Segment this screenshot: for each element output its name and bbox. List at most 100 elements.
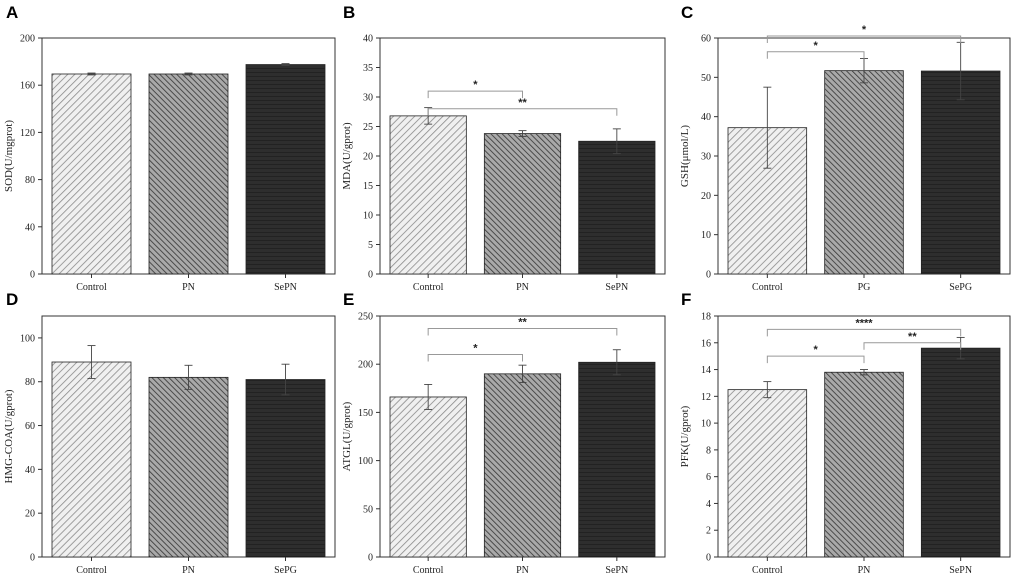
category-label: Control <box>752 282 783 293</box>
y-tick-label: 80 <box>25 175 35 186</box>
y-tick-label: 0 <box>368 270 373 281</box>
y-tick-label: 30 <box>701 152 711 163</box>
category-label: SePG <box>949 282 972 293</box>
panel-letter: E <box>343 290 354 309</box>
y-axis-label: ATGL(U/gprot) <box>341 401 353 471</box>
y-tick-label: 10 <box>701 230 711 241</box>
bar-sepn <box>578 140 656 275</box>
panel-d: D 0 20 40 60 80 100 HMG-COA(U/gprot) Control PN Se… <box>3 290 336 576</box>
y-tick-label: 120 <box>20 128 35 139</box>
panel-letter: F <box>681 290 691 309</box>
y-axis-label: HMG-COA(U/gprot) <box>3 389 15 483</box>
panel-c: C 0 10 20 30 40 50 60 GSH(μmol/L) Control PG SePG * * <box>679 3 1011 293</box>
significance-bracket <box>863 342 962 350</box>
y-axis-label: SOD(U/mgprot) <box>3 120 15 192</box>
category-label: SePG <box>274 565 297 576</box>
category-label: PN <box>858 565 871 576</box>
bar-control <box>727 389 808 558</box>
significance-bracket <box>766 35 962 44</box>
significance-label: ** <box>518 317 527 329</box>
y-axis-label: PFK(U/gprot) <box>679 405 691 467</box>
y-tick-label: 40 <box>25 222 35 233</box>
y-axis-label: GSH(μmol/L) <box>679 125 691 187</box>
category-label: PN <box>182 282 195 293</box>
y-tick-label: 0 <box>706 553 711 564</box>
y-tick-label: 20 <box>363 152 373 163</box>
y-tick-label: 0 <box>368 553 373 564</box>
panel-f: F 0 2 4 6 8 10 12 14 16 18 PFK(U/gprot) Control PN SeP… <box>679 290 1011 576</box>
bar-pn <box>824 371 904 558</box>
significance-bracket <box>427 354 523 362</box>
y-tick-label: 150 <box>358 408 373 419</box>
significance-label: ** <box>518 97 527 109</box>
significance-label: * <box>862 24 867 36</box>
bar-sepn <box>920 347 1001 558</box>
bar-control <box>389 396 467 558</box>
panel-b: B 0 5 10 15 20 25 30 35 40 MDA(U/gprot) Control PN Se… <box>341 3 666 293</box>
panel-letter: C <box>681 3 693 22</box>
y-tick-label: 40 <box>363 34 373 45</box>
y-tick-label: 18 <box>701 312 711 323</box>
category-label: SePN <box>605 565 628 576</box>
y-tick-label: 10 <box>363 211 373 222</box>
bar-control <box>389 115 467 275</box>
y-tick-label: 6 <box>706 472 711 483</box>
category-label: PN <box>516 282 529 293</box>
y-tick-label: 20 <box>25 509 35 520</box>
significance-bracket <box>766 355 865 364</box>
y-tick-label: 160 <box>20 81 35 92</box>
y-axis-label: MDA(U/gprot) <box>341 122 353 190</box>
bar-pn <box>483 373 562 558</box>
bar-control <box>51 73 132 275</box>
significance-label: * <box>814 344 819 356</box>
y-tick-label: 0 <box>30 270 35 281</box>
bar-sepg <box>245 379 326 558</box>
y-tick-label: 0 <box>706 270 711 281</box>
y-tick-label: 40 <box>25 465 35 476</box>
y-tick-label: 60 <box>701 34 711 45</box>
y-tick-label: 16 <box>701 338 711 349</box>
y-tick-label: 5 <box>368 240 373 251</box>
y-tick-label: 4 <box>706 499 711 510</box>
category-label: PN <box>516 565 529 576</box>
y-tick-label: 100 <box>358 456 373 467</box>
significance-bracket <box>766 51 865 59</box>
panel-letter: B <box>343 3 355 22</box>
significance-bracket <box>427 108 618 116</box>
category-label: SePN <box>274 282 297 293</box>
panel-letter: D <box>6 290 18 309</box>
category-label: Control <box>76 565 107 576</box>
y-tick-label: 0 <box>30 553 35 564</box>
y-tick-label: 14 <box>701 365 711 376</box>
category-label: Control <box>413 282 444 293</box>
significance-label: * <box>814 40 819 52</box>
bar-control <box>51 361 132 558</box>
panel-e: E 0 50 100 150 200 250 ATGL(U/gprot) Control PN Se… <box>341 290 666 576</box>
y-tick-label: 50 <box>363 504 373 515</box>
category-label: PG <box>858 282 871 293</box>
y-tick-label: 15 <box>363 181 373 192</box>
category-label: Control <box>413 565 444 576</box>
significance-label: * <box>473 79 478 91</box>
y-tick-label: 60 <box>25 421 35 432</box>
y-tick-label: 80 <box>25 377 35 388</box>
significance-bracket <box>427 90 523 99</box>
y-tick-label: 35 <box>363 63 373 74</box>
bar-pg <box>824 70 904 275</box>
significance-bracket <box>766 328 962 337</box>
y-tick-label: 12 <box>701 392 711 403</box>
y-tick-label: 2 <box>706 526 711 537</box>
y-tick-label: 25 <box>363 122 373 133</box>
significance-label: * <box>473 343 478 355</box>
category-label: PN <box>182 565 195 576</box>
significance-label: **** <box>855 317 873 329</box>
significance-bracket <box>427 328 618 336</box>
y-tick-label: 40 <box>701 112 711 123</box>
y-tick-label: 200 <box>358 360 373 371</box>
category-label: SePN <box>949 565 972 576</box>
bar-pn <box>148 73 229 275</box>
y-tick-label: 250 <box>358 312 373 323</box>
category-label: SePN <box>605 282 628 293</box>
bar-pn <box>483 133 562 275</box>
